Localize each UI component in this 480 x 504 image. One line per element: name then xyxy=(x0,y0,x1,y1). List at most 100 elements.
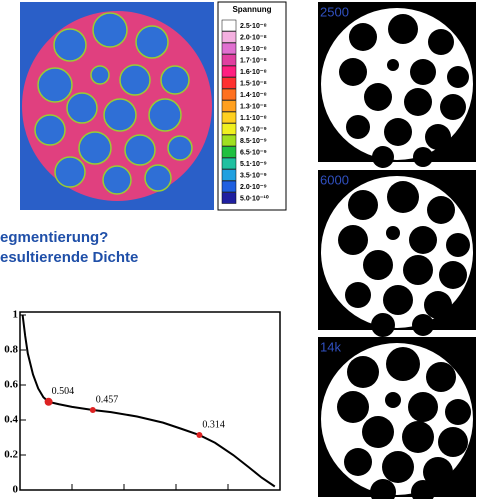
legend-label: 9.7·10⁻⁹ xyxy=(240,126,267,133)
fiber xyxy=(386,226,400,240)
fiber xyxy=(347,356,379,388)
fiber xyxy=(424,291,452,319)
legend-label: 1.7·10⁻⁸ xyxy=(240,57,267,64)
y-tick-label: 0.2 xyxy=(4,449,18,461)
color-swatch xyxy=(222,147,236,158)
color-swatch xyxy=(222,170,236,181)
legend-label: 2.5·10⁻⁸ xyxy=(240,23,267,30)
slide: Spannung 2.5·10⁻⁸ 2.0·10⁻⁸ 1.9·10⁻⁸ 1.7·10⁻… xyxy=(0,0,480,499)
y-tick-label: 1 xyxy=(13,309,19,321)
point-label: 0.314 xyxy=(202,419,225,430)
y-tick-label: 0.4 xyxy=(4,414,18,426)
legend-label: 1.5·10⁻⁸ xyxy=(240,80,267,87)
legend-label: 3.5·10⁻⁹ xyxy=(240,172,267,179)
legend-label: 6.5·10⁻⁹ xyxy=(240,149,267,156)
color-swatch xyxy=(222,89,236,100)
segmentation-image: 14k xyxy=(318,337,476,499)
fiber xyxy=(427,196,455,224)
fiber xyxy=(385,392,401,408)
fiber xyxy=(438,427,468,457)
question: egmentierung? xyxy=(0,229,108,246)
point xyxy=(90,407,96,413)
legend-label: 8.5·10⁻⁹ xyxy=(240,138,267,145)
color-swatch xyxy=(222,193,236,204)
fiber xyxy=(426,362,456,392)
fiber xyxy=(439,261,467,289)
legend-label: 1.4·10⁻⁸ xyxy=(240,92,267,99)
point-label: 0.457 xyxy=(96,394,119,405)
fiber xyxy=(364,83,392,111)
y-tick-label: 0.6 xyxy=(4,379,18,391)
fiber xyxy=(363,250,393,280)
fiber xyxy=(386,347,420,381)
fiber xyxy=(387,181,419,213)
fiber xyxy=(412,314,434,336)
fiber xyxy=(382,451,414,483)
color-swatch xyxy=(222,135,236,146)
fiber xyxy=(387,59,399,71)
color-swatch xyxy=(222,158,236,169)
fiber xyxy=(388,14,418,44)
y-tick-label: 0 xyxy=(13,484,19,496)
legend-label: 1.9·10⁻⁸ xyxy=(240,46,267,53)
color-swatch xyxy=(222,101,236,112)
legend-label: 1.3·10⁻⁸ xyxy=(240,103,267,110)
fiber xyxy=(410,59,436,85)
fiber xyxy=(338,225,368,255)
question: esultierende Dichte xyxy=(0,249,138,266)
heatmap-image xyxy=(20,2,214,210)
fiber xyxy=(339,58,367,86)
fiber xyxy=(409,226,437,254)
fiber xyxy=(425,124,451,150)
fiber xyxy=(372,146,394,168)
fiber xyxy=(404,88,432,116)
fiber xyxy=(383,285,413,315)
legend-label: 2.0·10⁻⁹ xyxy=(240,184,267,191)
fiber xyxy=(413,147,433,167)
fiber xyxy=(402,421,434,453)
color-swatch xyxy=(222,181,236,192)
point xyxy=(45,398,53,406)
image-label: 6000 xyxy=(320,172,349,187)
fiber xyxy=(362,416,394,448)
segmentation-image: 2500 xyxy=(318,2,476,168)
color-swatch xyxy=(222,43,236,54)
fiber xyxy=(371,313,395,337)
legend-label: 2.0·10⁻⁸ xyxy=(240,34,267,41)
color-swatch xyxy=(222,66,236,77)
color-swatch xyxy=(222,112,236,123)
fiber xyxy=(345,282,371,308)
fiber xyxy=(428,29,454,55)
fiber xyxy=(408,392,438,422)
image-label: 14k xyxy=(320,339,341,354)
fiber xyxy=(447,66,469,88)
fiber xyxy=(349,23,377,51)
color-swatch xyxy=(222,124,236,135)
fiber xyxy=(348,190,378,220)
page: Spannung 2.5·10⁻⁸ 2.0·10⁻⁸ 1.9·10⁻⁸ 1.7·10⁻… xyxy=(0,0,480,499)
fiber xyxy=(403,255,433,285)
fiber xyxy=(445,399,471,425)
curve xyxy=(23,315,275,487)
legend-title: Spannung xyxy=(232,5,271,14)
colorbar: Spannung 2.5·10⁻⁸ 2.0·10⁻⁸ 1.9·10⁻⁸ 1.7·10⁻… xyxy=(218,2,286,210)
fiber xyxy=(344,448,372,476)
legend-label: 1.1·10⁻⁸ xyxy=(240,115,267,122)
legend-label: 5.1·10⁻⁹ xyxy=(240,161,267,168)
color-swatch xyxy=(222,32,236,43)
point xyxy=(196,432,202,438)
y-tick-label: 0.8 xyxy=(4,344,18,356)
color-swatch xyxy=(222,78,236,89)
fiber xyxy=(440,94,466,120)
legend-label: 5.0·10⁻¹⁰ xyxy=(240,194,269,202)
fiber xyxy=(346,115,370,139)
fiber xyxy=(446,233,470,257)
color-swatch xyxy=(222,20,236,31)
line-chart: 0 0.2 0.4 0.6 0.8 1 0.504 0.457 0.314 xyxy=(4,309,280,496)
legend-label: 1.6·10⁻⁸ xyxy=(240,69,267,76)
fiber xyxy=(337,391,369,423)
segmentation-image: 6000 xyxy=(318,170,476,337)
fiber xyxy=(384,118,412,146)
point-label: 0.504 xyxy=(52,386,75,397)
image-label: 2500 xyxy=(320,4,349,19)
